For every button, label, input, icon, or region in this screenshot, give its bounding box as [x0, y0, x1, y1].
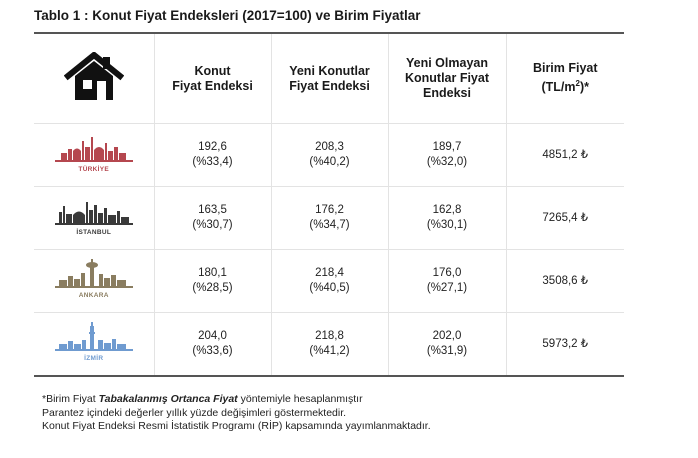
konut-cell: 204,0 (%33,6) — [154, 312, 272, 375]
istanbul-skyline-icon — [54, 202, 133, 225]
house-icon — [63, 50, 124, 100]
eski-cell: 162,8 (%30,1) — [388, 186, 507, 250]
city-label: İSTANBUL — [76, 229, 112, 236]
city-cell: ANKARA — [34, 249, 155, 313]
price-index-table: Konut Fiyat Endeksi Yeni Konutlar Fiyat … — [34, 34, 624, 375]
city-label: ANKARA — [78, 292, 109, 299]
city-cell: TÜRKİYE — [34, 123, 155, 187]
birim-cell: 5973,2 ₺ — [542, 337, 589, 350]
konut-cell: 180,1 (%28,5) — [154, 249, 272, 313]
yeni-cell: 218,4 (%40,5) — [271, 249, 389, 313]
konut-cell: 192,6 (%33,4) — [154, 123, 272, 187]
izmir-skyline-icon — [54, 322, 133, 351]
table-row: TÜRKİYE 192,6 (%33,4) 208,3 (%40,2) 189,7(… — [34, 123, 624, 187]
footnotes: *Birim Fiyat Tabakalanmış Ortanca Fiyat … — [42, 393, 431, 434]
city-label: İZMİR — [84, 355, 104, 362]
birim-cell: 7265,4 ₺ — [506, 186, 624, 250]
footnote-3: Konut Fiyat Endeksi Resmi İstatistik Pro… — [42, 420, 431, 432]
birim-cell: 4851,2 ₺ — [506, 123, 624, 187]
header-birim-fiyat: Birim Fiyat (TL/m2)* — [506, 34, 624, 124]
header-yeni-olmayan: Yeni Olmayan Konutlar Fiyat Endeksi — [388, 34, 507, 124]
eski-cell: 202,0 (%31,9) — [388, 312, 507, 375]
birim-cell: 3508,6 ₺ — [506, 249, 624, 313]
city-cell: İSTANBUL — [34, 186, 155, 250]
city-label: TÜRKİYE — [78, 166, 110, 173]
header-row: Konut Fiyat Endeksi Yeni Konutlar Fiyat … — [34, 34, 624, 124]
eski-cell: 176,0 (%27,1) — [388, 249, 507, 313]
footnote-2: Parantez içindeki değerler yıllık yüzde … — [42, 406, 347, 419]
header-konut-fiyat-endeksi: Konut Fiyat Endeksi — [154, 34, 272, 124]
footnote-1: *Birim Fiyat Tabakalanmış Ortanca Fiyat … — [42, 393, 363, 405]
yeni-cell: 176,2 (%34,7) — [271, 186, 389, 250]
table-row: İSTANBUL 163,5 (%30,7) 176,2 (%34,7) 162,8… — [34, 186, 624, 250]
turkiye-skyline-icon — [54, 137, 133, 162]
table-row: ANKARA 180,1 (%28,5) 218,4 (%40,5) 176,0 (%… — [34, 249, 624, 313]
yeni-cell: 218,8 (%41,2) — [271, 312, 389, 375]
header-icon-cell — [34, 34, 155, 124]
header-yeni-konutlar: Yeni Konutlar Fiyat Endeksi — [271, 34, 389, 124]
city-cell: İZMİR — [34, 312, 155, 375]
table-title: Tablo 1 : Konut Fiyat Endeksleri (2017=1… — [34, 8, 421, 23]
ankara-skyline-icon — [54, 259, 133, 288]
table-row: İZMİR 204,0 (%33,6) 218,8 (%41,2) 202,0 (%3… — [34, 312, 624, 375]
top-rule — [34, 32, 624, 34]
eski-cell: 189,7 (%32,0) — [388, 123, 507, 187]
yeni-cell: 208,3 (%40,2) — [271, 123, 389, 187]
bottom-rule — [34, 375, 624, 377]
konut-cell: 163,5 (%30,7) — [154, 186, 272, 250]
